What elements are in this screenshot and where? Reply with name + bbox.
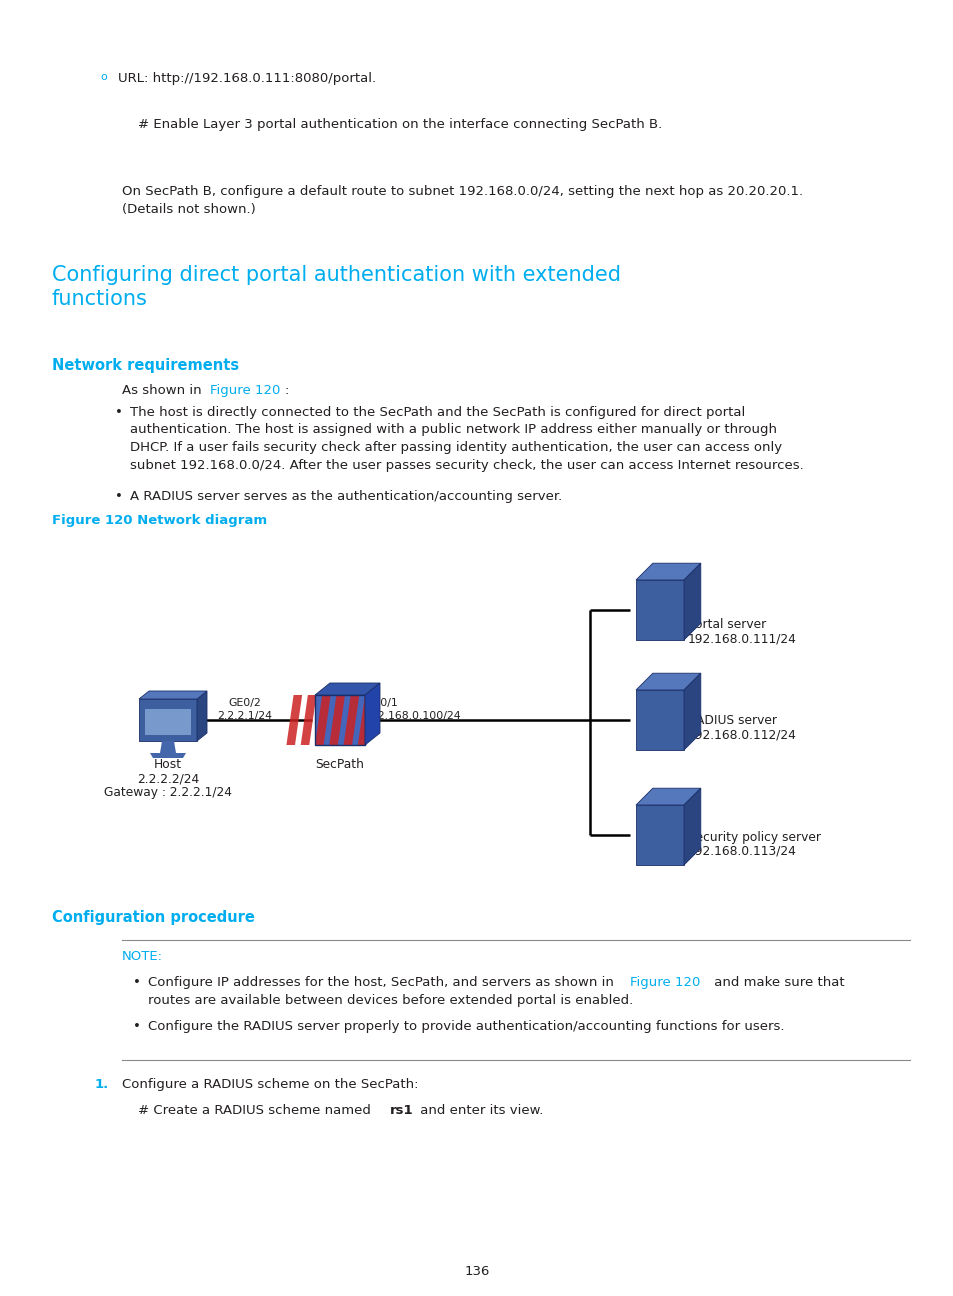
Polygon shape: [150, 753, 186, 758]
Polygon shape: [343, 695, 359, 745]
Text: Security policy server: Security policy server: [687, 831, 821, 844]
Text: Host: Host: [153, 758, 182, 771]
Text: On SecPath B, configure a default route to subnet 192.168.0.0/24, setting the ne: On SecPath B, configure a default route …: [122, 185, 802, 216]
Text: and make sure that: and make sure that: [709, 976, 843, 989]
Text: •: •: [115, 406, 123, 419]
Text: 1.: 1.: [95, 1078, 110, 1091]
Text: GE0/2: GE0/2: [229, 699, 261, 708]
Text: RADIUS server: RADIUS server: [687, 714, 776, 727]
Polygon shape: [329, 695, 345, 745]
Text: 192.168.0.113/24: 192.168.0.113/24: [687, 845, 796, 858]
Polygon shape: [314, 695, 365, 745]
Text: o: o: [100, 73, 107, 82]
Text: routes are available between devices before extended portal is enabled.: routes are available between devices bef…: [148, 994, 633, 1007]
Text: Figure 120 Network diagram: Figure 120 Network diagram: [52, 515, 267, 527]
Text: 192.168.0.100/24: 192.168.0.100/24: [365, 712, 461, 721]
Polygon shape: [683, 673, 700, 750]
Polygon shape: [636, 788, 700, 805]
Text: The host is directly connected to the SecPath and the SecPath is configured for : The host is directly connected to the Se…: [130, 406, 803, 472]
Text: Portal server: Portal server: [687, 618, 765, 631]
Polygon shape: [357, 695, 374, 745]
Text: Gateway : 2.2.2.1/24: Gateway : 2.2.2.1/24: [104, 785, 232, 800]
Text: Figure 120: Figure 120: [629, 976, 700, 989]
Polygon shape: [160, 741, 175, 753]
Polygon shape: [683, 788, 700, 864]
Text: 192.168.0.111/24: 192.168.0.111/24: [687, 632, 796, 645]
Text: •: •: [115, 490, 123, 503]
Text: GE0/1: GE0/1: [365, 699, 397, 708]
Polygon shape: [286, 695, 302, 745]
Text: SecPath: SecPath: [315, 758, 364, 771]
Text: A RADIUS server serves as the authentication/accounting server.: A RADIUS server serves as the authentica…: [130, 490, 561, 503]
Text: URL: http://192.168.0.111:8080/portal.: URL: http://192.168.0.111:8080/portal.: [118, 73, 375, 86]
Text: As shown in: As shown in: [122, 384, 206, 397]
Text: •: •: [132, 976, 141, 989]
Polygon shape: [636, 805, 683, 864]
Text: Configuring direct portal authentication with extended
functions: Configuring direct portal authentication…: [52, 264, 620, 308]
Text: Configure the RADIUS server properly to provide authentication/accounting functi: Configure the RADIUS server properly to …: [148, 1020, 783, 1033]
Polygon shape: [145, 709, 191, 735]
Text: 136: 136: [464, 1265, 489, 1278]
Polygon shape: [314, 695, 331, 745]
Polygon shape: [365, 683, 379, 745]
Polygon shape: [636, 581, 683, 640]
Polygon shape: [636, 689, 683, 750]
Text: 2.2.2.2/24: 2.2.2.2/24: [136, 772, 199, 785]
Polygon shape: [196, 691, 207, 741]
Polygon shape: [139, 699, 196, 741]
Polygon shape: [636, 564, 700, 581]
Text: Configuration procedure: Configuration procedure: [52, 910, 254, 925]
Text: :: :: [285, 384, 289, 397]
Text: Network requirements: Network requirements: [52, 358, 239, 373]
Text: and enter its view.: and enter its view.: [416, 1104, 543, 1117]
Text: •: •: [132, 1020, 141, 1033]
Text: 192.168.0.112/24: 192.168.0.112/24: [687, 728, 796, 741]
Polygon shape: [314, 683, 379, 695]
Text: Configure IP addresses for the host, SecPath, and servers as shown in: Configure IP addresses for the host, Sec…: [148, 976, 618, 989]
Text: Figure 120: Figure 120: [210, 384, 280, 397]
Text: 2.2.2.1/24: 2.2.2.1/24: [217, 712, 273, 721]
Polygon shape: [636, 673, 700, 689]
Polygon shape: [300, 695, 316, 745]
Text: Configure a RADIUS scheme on the SecPath:: Configure a RADIUS scheme on the SecPath…: [122, 1078, 418, 1091]
Text: NOTE:: NOTE:: [122, 950, 163, 963]
Text: # Create a RADIUS scheme named: # Create a RADIUS scheme named: [138, 1104, 375, 1117]
Polygon shape: [683, 564, 700, 640]
Text: rs1: rs1: [390, 1104, 414, 1117]
Text: # Enable Layer 3 portal authentication on the interface connecting SecPath B.: # Enable Layer 3 portal authentication o…: [138, 118, 661, 131]
Polygon shape: [139, 691, 207, 699]
